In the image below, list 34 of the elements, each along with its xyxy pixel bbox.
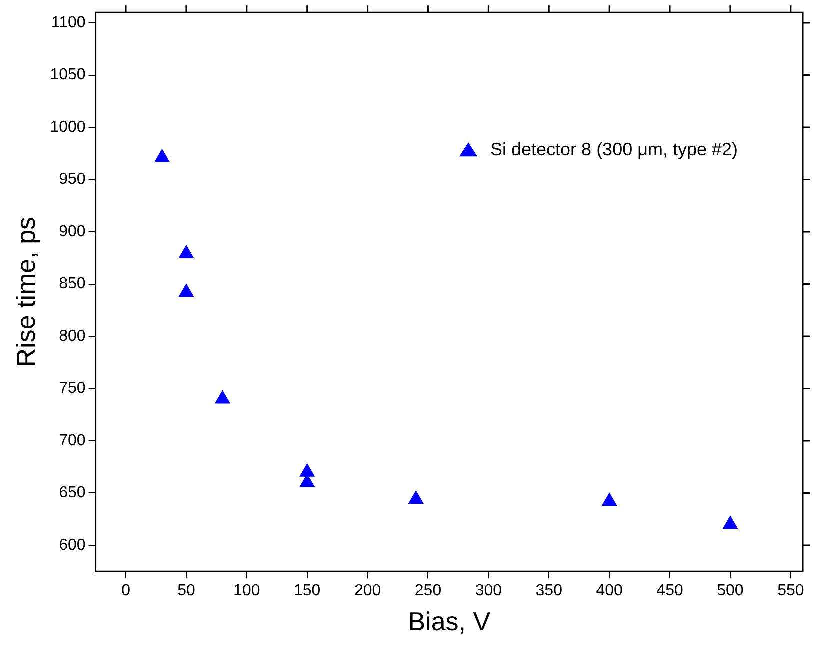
y-tick-label: 850 — [59, 276, 86, 293]
x-tick-label: 50 — [178, 582, 196, 600]
point — [154, 149, 170, 162]
y-tick-label: 950 — [59, 171, 86, 188]
x-axis-title: Bias, V — [408, 606, 492, 637]
y-axis-title: Rise time, ps — [10, 216, 41, 368]
y-tick-label: 1050 — [50, 66, 86, 84]
x-tick-label: 400 — [596, 582, 624, 600]
point — [215, 390, 230, 404]
x-tick-label: 350 — [536, 582, 563, 600]
point — [179, 245, 194, 258]
x-tick-label: 250 — [414, 582, 442, 600]
y-tick-label: 600 — [59, 536, 86, 554]
legend-label: Si detector 8 (300 μm, type #2) — [490, 140, 738, 160]
point — [602, 493, 618, 506]
y-tick-label: 1000 — [50, 118, 86, 136]
y-tick-label: 1100 — [51, 14, 86, 32]
point — [179, 284, 194, 298]
y-tick-label: 750 — [59, 380, 86, 398]
x-tick-label: 0 — [122, 582, 131, 600]
point — [300, 464, 315, 477]
point — [723, 516, 738, 530]
x-tick-label: 500 — [717, 582, 744, 600]
y-tick-label: 900 — [59, 223, 86, 240]
x-tick-label: 100 — [234, 582, 260, 600]
y-tick-label: 700 — [59, 432, 86, 450]
x-tick-label: 300 — [475, 582, 502, 600]
x-tick-label: 450 — [656, 582, 684, 600]
y-tick-label: 800 — [59, 328, 86, 345]
y-tick-label: 650 — [59, 484, 86, 502]
point — [408, 491, 424, 504]
x-tick-label: 150 — [294, 582, 321, 600]
x-tick-label: 200 — [354, 582, 382, 600]
x-tick-label: 550 — [778, 582, 804, 600]
